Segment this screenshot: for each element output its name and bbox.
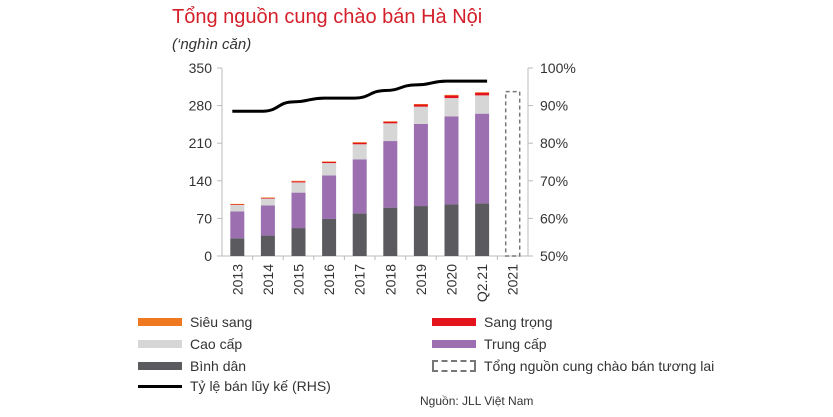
legend-swatch-sales-rate [138, 384, 182, 388]
bar-segment-cao-cap [322, 163, 337, 176]
y-left-tick-label: 0 [204, 248, 212, 264]
bar-segment-binh-dan [413, 206, 428, 256]
legend-label: Cao cấp [190, 336, 243, 352]
x-tick-label: 2019 [413, 264, 429, 295]
chart-subtitle: (‘nghìn căn) [172, 36, 252, 53]
bar-segment-cao-cap [291, 182, 306, 193]
future-supply-bar [504, 90, 521, 257]
bar-segment-trung-cap [383, 141, 398, 208]
y-right-tick-label: 70% [540, 173, 568, 189]
bar-segment-trung-cap [475, 113, 490, 204]
bar-segment-trung-cap [413, 123, 428, 207]
bar-segment-binh-dan [291, 228, 306, 256]
y-left-tick-label: 210 [189, 135, 213, 151]
x-tick-label: 2016 [321, 264, 337, 295]
bar-segment-trung-cap [291, 192, 306, 229]
x-tick-label: 2015 [291, 264, 307, 295]
bar-segment-cao-cap [383, 123, 398, 142]
legend-label: Siêu sang [190, 314, 253, 330]
bar-segment-binh-dan [322, 218, 337, 256]
bar-segment-sieu-sang [260, 197, 275, 198]
bar-segment-binh-dan [230, 238, 245, 256]
bar-segment-cao-cap [413, 106, 428, 124]
bar-segment-binh-dan [260, 235, 275, 256]
legend-item-cao-cap: Cao cấp [138, 336, 242, 352]
legend-swatch-future-supply [432, 360, 476, 372]
x-tick-label: 2017 [352, 264, 368, 295]
legend-swatch-trung-cap [432, 340, 476, 348]
chart-title: Tổng nguồn cung chào bán Hà Nội [172, 6, 483, 28]
bar-segment-sieu-sang [383, 121, 398, 122]
bar-segment-cao-cap [260, 198, 275, 206]
bar-segment-sieu-sang [444, 94, 459, 96]
legend-item-trung-cap: Trung cấp [432, 336, 547, 352]
bar-segment-sang-trong [260, 197, 275, 199]
y-left-tick-label: 350 [189, 60, 213, 76]
bar-segment-trung-cap [230, 211, 245, 239]
source-note: Nguồn: JLL Việt Nam [420, 394, 534, 408]
y-right-tick-label: 80% [540, 135, 568, 151]
legend-swatch-cao-cap [138, 340, 182, 348]
y-right-tick-label: 100% [540, 60, 576, 76]
legend-swatch-sang-trong [432, 318, 476, 326]
legend-item-binh-dan: Bình dân [138, 358, 246, 374]
bar-segment-sieu-sang [291, 180, 306, 182]
legend-item-sang-trong: Sang trọng [432, 314, 553, 330]
bar-segment-sang-trong [413, 104, 428, 107]
bar-segment-trung-cap [322, 175, 337, 219]
y-left-tick-label: 280 [189, 98, 213, 114]
legend-label: Tỷ lệ bán lũy kế (RHS) [190, 378, 331, 394]
legend-swatch-binh-dan [138, 362, 182, 370]
y-right-tick-label: 90% [540, 98, 568, 114]
bar-segment-sieu-sang [322, 161, 337, 162]
bar-segment-sang-trong [383, 121, 398, 124]
sales-rate-line [232, 79, 488, 113]
bar-segment-sieu-sang [230, 203, 245, 205]
y-right-tick-label: 50% [540, 248, 568, 264]
x-tick-label: 2014 [260, 264, 276, 295]
y-left-tick-label: 140 [189, 173, 213, 189]
bar-segment-sieu-sang [352, 142, 367, 143]
bar-segment-sieu-sang [475, 92, 490, 93]
y-right-tick-label: 60% [540, 210, 568, 226]
bar-segment-trung-cap [444, 116, 459, 205]
stacked-bar-chart: 0 70 140 210 280 350 50% 60% 70% 80% 90% 100% 2013 20… [189, 60, 576, 302]
legend-item-sales-rate: Tỷ lệ bán lũy kế (RHS) [138, 378, 331, 394]
bar-segment-binh-dan [444, 204, 459, 256]
x-tick-label: 2020 [444, 264, 460, 295]
bar-segment-trung-cap [352, 159, 367, 214]
bar-segment-cao-cap [230, 204, 245, 212]
x-tick-label: 2021 [505, 264, 521, 295]
legend-item-sieu-sang: Siêu sang [138, 314, 252, 330]
bar-segment-sang-trong [475, 92, 490, 96]
x-tick-label: Q2.21 [474, 264, 490, 302]
legend-label: Tổng nguồn cung chào bán tương lai [484, 358, 715, 374]
bar-segment-sang-trong [352, 142, 367, 145]
bar-segment-cao-cap [444, 98, 459, 117]
legend-item-future-supply: Tổng nguồn cung chào bán tương lai [432, 358, 714, 374]
bar-segment-sang-trong [322, 162, 337, 164]
legend-label: Sang trọng [484, 314, 553, 330]
bar-segment-cao-cap [352, 144, 367, 160]
bar-segment-binh-dan [475, 203, 490, 256]
legend-label: Trung cấp [484, 336, 547, 352]
legend-label: Bình dân [190, 358, 247, 374]
bar-segment-cao-cap [475, 95, 490, 114]
bar-segment-trung-cap [260, 205, 275, 236]
bar-segment-binh-dan [352, 213, 367, 256]
bar-segment-binh-dan [383, 207, 398, 256]
bar-segment-sieu-sang [413, 103, 428, 105]
y-left-tick-label: 70 [196, 210, 212, 226]
bar-segment-sang-trong [444, 95, 459, 99]
bar-segment-sang-trong [291, 181, 306, 183]
x-tick-label: 2013 [229, 264, 245, 295]
x-tick-label: 2018 [382, 264, 398, 295]
bar-segment-sang-trong [230, 204, 245, 205]
legend-swatch-sieu-sang [138, 318, 182, 326]
